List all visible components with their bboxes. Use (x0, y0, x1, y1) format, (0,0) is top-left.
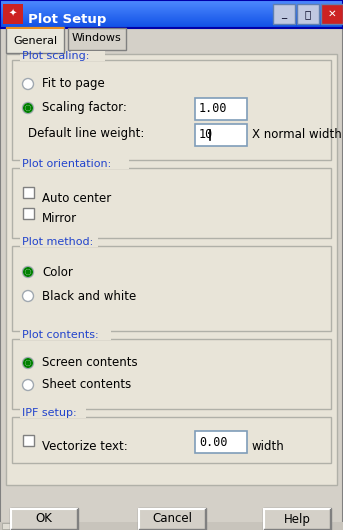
Bar (23, 435, 34, 446)
Text: Vectorize text:: Vectorize text: (42, 439, 128, 453)
Bar (0, 19, 343, 20)
Text: Mirror: Mirror (42, 213, 77, 225)
Bar (20, 408, 86, 418)
Bar (20, 237, 98, 247)
Bar (12, 246, 331, 331)
Bar (12, 168, 331, 238)
Bar (0, 12, 343, 13)
Text: Plot scaling:: Plot scaling: (22, 51, 90, 61)
Text: _: _ (281, 9, 287, 19)
Bar (0, 26, 343, 27)
Circle shape (23, 379, 34, 391)
Text: Sheet contents: Sheet contents (42, 378, 131, 392)
Bar (23, 208, 34, 219)
Bar (6, 54, 337, 485)
Bar (12, 60, 331, 160)
Bar (0, 0, 343, 28)
Text: ✦: ✦ (9, 9, 17, 19)
Text: IPF setup:: IPF setup: (22, 408, 76, 418)
Circle shape (23, 358, 34, 368)
Text: X normal width: X normal width (252, 128, 342, 140)
Bar (12, 417, 331, 463)
Text: ⬜: ⬜ (305, 9, 311, 19)
Bar (2, 523, 57, 529)
Bar (0, 6, 343, 7)
Bar (0, 20, 343, 21)
Bar (0, 14, 343, 15)
Bar (0, 8, 343, 9)
Circle shape (23, 267, 34, 278)
Bar (0, 10, 343, 11)
Bar (10, 508, 78, 530)
Text: Help: Help (284, 513, 310, 526)
Circle shape (26, 106, 30, 110)
Text: Plot method:: Plot method: (22, 237, 93, 247)
Bar (0, 15, 343, 16)
Bar (12, 339, 331, 409)
Text: Screen contents: Screen contents (42, 357, 138, 369)
Bar (20, 159, 129, 169)
Bar (138, 508, 206, 530)
Text: 1.00: 1.00 (199, 102, 227, 116)
Bar (195, 124, 247, 146)
Circle shape (26, 270, 30, 274)
Text: Black and white: Black and white (42, 289, 136, 303)
Bar (0, 24, 343, 25)
Text: General: General (13, 36, 57, 46)
Bar (297, 4, 319, 24)
Bar (0, 13, 343, 14)
Text: Fit to page: Fit to page (42, 77, 105, 91)
Bar (263, 508, 331, 530)
Text: Plot contents:: Plot contents: (22, 330, 99, 340)
Bar (23, 187, 34, 198)
Bar (0, 16, 343, 17)
Text: Windows: Windows (72, 33, 122, 43)
Circle shape (26, 361, 30, 365)
Bar (68, 28, 126, 50)
Bar (0, 4, 343, 5)
Bar (0, 1, 343, 2)
Text: 10: 10 (199, 128, 213, 142)
Text: ✕: ✕ (328, 9, 336, 19)
Bar (0, 0, 343, 1)
Bar (0, 23, 343, 24)
Text: Plot orientation:: Plot orientation: (22, 159, 111, 169)
Bar (0, 522, 343, 530)
Bar (195, 431, 247, 453)
Text: OK: OK (36, 513, 52, 526)
Text: Plot Setup: Plot Setup (28, 13, 106, 25)
Text: Auto center: Auto center (42, 191, 111, 205)
Text: Default line weight:: Default line weight: (28, 128, 144, 140)
Bar (0, 21, 343, 22)
Bar (0, 18, 343, 19)
Bar (0, 11, 343, 12)
Bar (0, 27, 343, 28)
Text: Cancel: Cancel (152, 513, 192, 526)
Bar (0, 25, 343, 26)
Bar (0, 5, 343, 6)
Circle shape (23, 290, 34, 302)
Circle shape (23, 102, 34, 113)
Text: width: width (252, 439, 285, 453)
Bar (6, 27, 64, 53)
Bar (0, 22, 343, 23)
Text: Color: Color (42, 266, 73, 278)
Bar (195, 98, 247, 120)
Bar (0, 3, 343, 4)
Circle shape (23, 78, 34, 90)
Text: Scaling factor:: Scaling factor: (42, 102, 127, 114)
Bar (6, 27, 64, 29)
Bar (20, 51, 105, 61)
Text: 0.00: 0.00 (199, 436, 227, 448)
Bar (0, 17, 343, 18)
Bar (0, 2, 343, 3)
Bar (3, 4, 23, 24)
Bar (0, 9, 343, 10)
Bar (0, 7, 343, 8)
Bar (321, 4, 343, 24)
Bar (20, 330, 111, 340)
Bar (273, 4, 295, 24)
